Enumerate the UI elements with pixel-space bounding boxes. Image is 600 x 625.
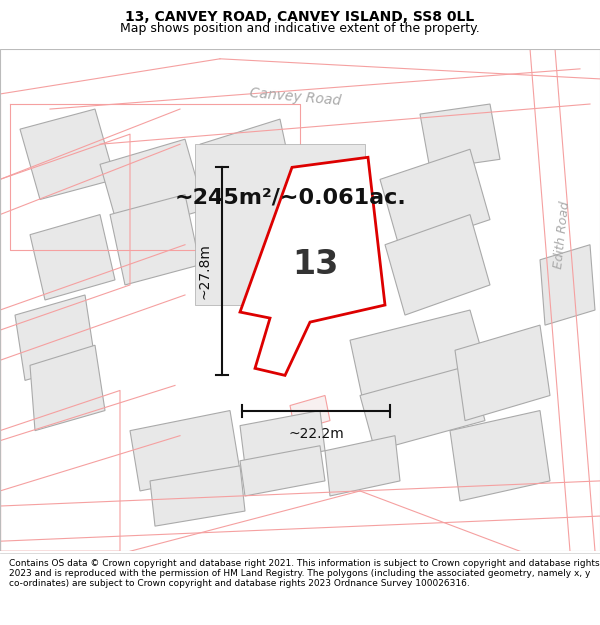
Polygon shape — [130, 411, 240, 491]
Polygon shape — [420, 104, 500, 169]
Text: Map shows position and indicative extent of the property.: Map shows position and indicative extent… — [120, 22, 480, 35]
Polygon shape — [380, 149, 490, 250]
Polygon shape — [540, 245, 595, 325]
Text: ~27.8m: ~27.8m — [198, 243, 212, 299]
Polygon shape — [360, 366, 485, 451]
Polygon shape — [195, 144, 365, 305]
Polygon shape — [385, 214, 490, 315]
Polygon shape — [290, 396, 330, 431]
Polygon shape — [240, 446, 325, 496]
Polygon shape — [30, 214, 115, 300]
Polygon shape — [240, 411, 325, 466]
Polygon shape — [150, 466, 245, 526]
Text: 13, CANVEY ROAD, CANVEY ISLAND, SS8 0LL: 13, CANVEY ROAD, CANVEY ISLAND, SS8 0LL — [125, 10, 475, 24]
Text: Contains OS data © Crown copyright and database right 2021. This information is : Contains OS data © Crown copyright and d… — [9, 559, 599, 588]
Text: Canvey Road: Canvey Road — [248, 86, 341, 108]
Polygon shape — [350, 310, 490, 411]
Text: 13: 13 — [292, 248, 338, 281]
Polygon shape — [30, 345, 105, 431]
Polygon shape — [15, 295, 95, 381]
Text: ~245m²/~0.061ac.: ~245m²/~0.061ac. — [175, 188, 407, 208]
Polygon shape — [100, 139, 205, 234]
Polygon shape — [325, 436, 400, 496]
Polygon shape — [20, 109, 115, 199]
Text: ~22.2m: ~22.2m — [288, 427, 344, 441]
Polygon shape — [200, 119, 295, 214]
Polygon shape — [110, 194, 200, 285]
Polygon shape — [455, 325, 550, 421]
Polygon shape — [200, 184, 280, 270]
Text: Edith Road: Edith Road — [552, 200, 572, 269]
Polygon shape — [310, 164, 365, 240]
Polygon shape — [450, 411, 550, 501]
Polygon shape — [240, 158, 385, 376]
